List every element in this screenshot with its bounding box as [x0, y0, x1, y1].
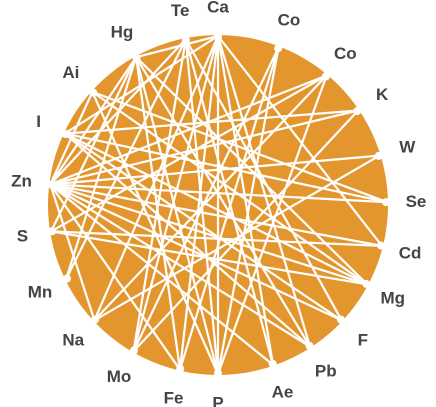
chord-fe-hg [135, 57, 182, 370]
chord-i-ca [64, 35, 219, 135]
chord-mg-i [64, 132, 368, 286]
node-dot-i [61, 130, 70, 138]
node-dot-fe [176, 364, 185, 373]
chord-se-i [64, 132, 388, 204]
chord-mg-hg [135, 56, 368, 286]
node-dot-pb [305, 341, 314, 350]
node-label-k: K [376, 85, 389, 104]
chord-zn-te [49, 38, 187, 186]
chord-co2-zn [49, 74, 328, 186]
node-dot-k [353, 107, 362, 116]
chord-p-te [184, 38, 220, 375]
chord-ca-mo [132, 35, 220, 352]
chord-co1-p [216, 46, 280, 375]
node-dot-f [336, 315, 345, 324]
chord-ae-te [184, 38, 275, 366]
chord-s-hg [50, 56, 138, 232]
node-label-f: F [358, 331, 368, 350]
node-dot-zn [47, 180, 56, 189]
node-label-hg: Hg [111, 22, 134, 41]
chord-k-zn [50, 109, 359, 186]
node-label-ai: Ai [62, 63, 79, 82]
node-dot-ai [89, 88, 98, 97]
node-label-co1: Co [278, 11, 301, 30]
node-dot-mn [63, 274, 71, 283]
node-label-w: W [399, 138, 416, 157]
node-label-cd: Cd [399, 243, 422, 262]
node-dot-na [91, 315, 100, 324]
node-label-zn: Zn [11, 171, 32, 190]
node-dot-te [181, 36, 190, 45]
node-dot-ae [268, 359, 277, 368]
node-label-co2: Co [334, 44, 357, 63]
chord-pb-hg [135, 56, 311, 348]
node-dot-w [374, 151, 383, 160]
node-dot-p [214, 369, 222, 377]
node-label-mg: Mg [381, 289, 406, 308]
node-dots [47, 33, 390, 377]
chord-f-zn [49, 183, 343, 322]
node-label-te: Te [171, 1, 190, 20]
node-dot-se [382, 198, 390, 207]
chord-zn-ai [49, 91, 94, 185]
chord-ca-pb [216, 35, 312, 348]
node-dot-ca [214, 33, 222, 41]
chord-p-ai [91, 91, 220, 375]
node-label-i: I [36, 112, 41, 131]
node-label-mo: Mo [107, 367, 132, 386]
chord-mn-hg [65, 56, 138, 280]
chord-mo-te [132, 38, 187, 352]
chord-zn-hg [49, 56, 138, 186]
chord-cd-zn [50, 183, 383, 247]
chord-pb-i [64, 132, 311, 348]
chord-mn-te [65, 38, 187, 280]
node-label-se: Se [406, 192, 427, 211]
node-labels: Ca Co Co K W Se Cd Mg F Pb Ae P Fe Mo Na Mn S Zn I Ai Hg Te [11, 0, 426, 407]
node-dot-mo [130, 346, 138, 355]
chord-ca-fe [178, 35, 220, 370]
node-dot-co2 [322, 72, 330, 81]
node-label-mn: Mn [28, 282, 53, 301]
node-dot-co1 [274, 44, 283, 53]
chord-links [49, 34, 388, 375]
chord-w-na [93, 154, 381, 322]
node-dot-cd [377, 241, 385, 250]
chord-co1-mo [132, 46, 280, 352]
chord-pb-zn [49, 183, 311, 348]
node-dot-s [48, 227, 57, 236]
node-dot-mg [362, 279, 371, 288]
chord-f-te [184, 38, 343, 321]
node-label-s: S [17, 227, 28, 246]
node-label-pb: Pb [315, 362, 337, 381]
node-label-fe: Fe [164, 388, 184, 407]
chord-fe-zn [49, 183, 181, 371]
node-label-ae: Ae [272, 383, 294, 402]
chord-se-ai [92, 90, 388, 204]
chord-ca-cd [217, 35, 383, 247]
chord-mg-ai [91, 90, 368, 286]
chord-mg-zn [49, 183, 368, 286]
node-label-p: P [212, 394, 223, 407]
chord-hg-ca [135, 34, 219, 59]
node-label-ca: Ca [207, 0, 229, 17]
node-label-na: Na [62, 331, 84, 350]
chord-w-zn [50, 154, 380, 186]
node-dot-hg [132, 54, 141, 63]
chord-na-zn [49, 184, 96, 321]
